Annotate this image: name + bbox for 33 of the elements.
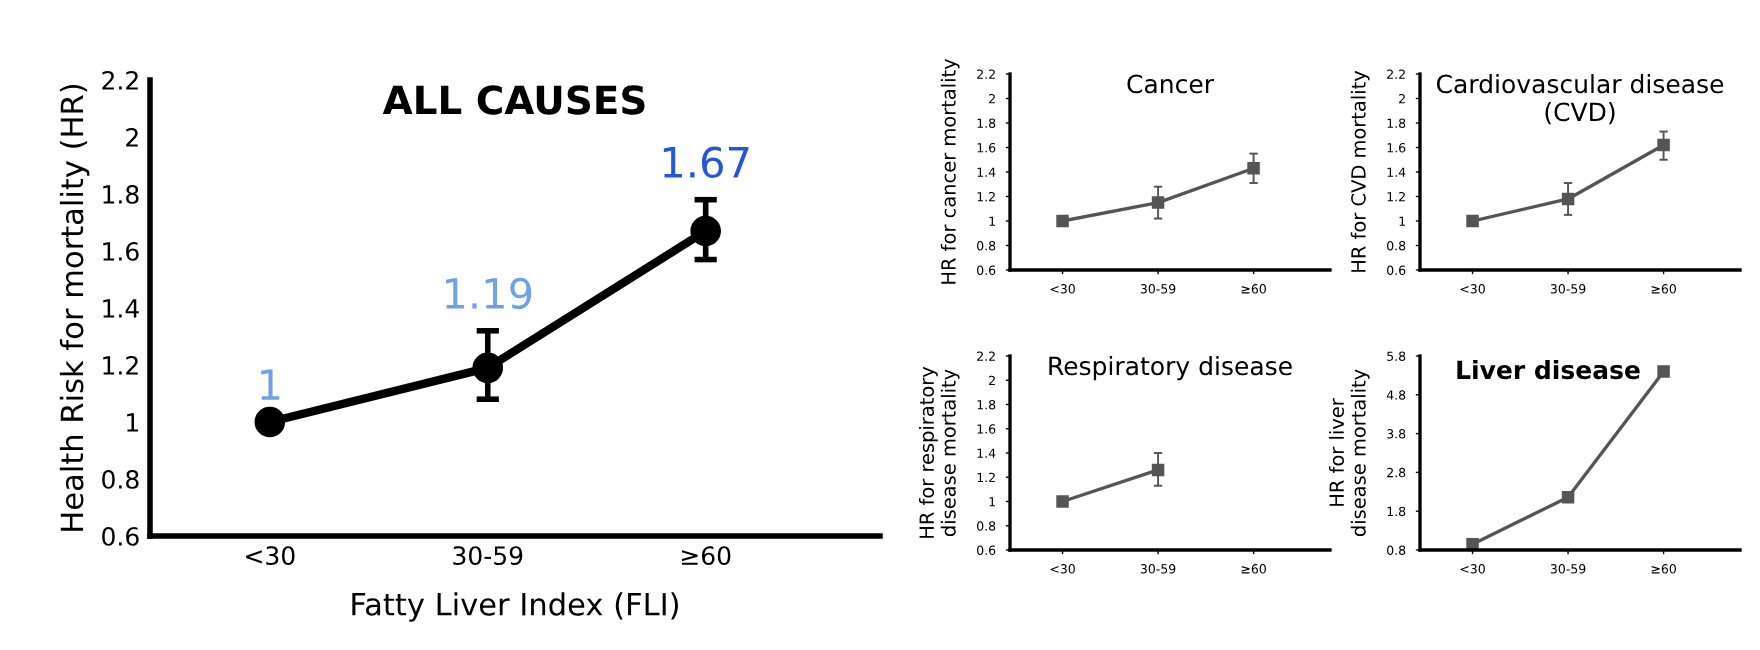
point — [1466, 537, 1479, 550]
x-tick-label: 30-59 — [453, 546, 523, 566]
chart-title: ALL CAUSES — [382, 85, 645, 115]
y-axis-title: Health Risk for mortality (HR) — [59, 84, 90, 531]
data-label: 1.67 — [663, 146, 749, 179]
y-tick-label: 1.6 — [103, 241, 139, 261]
x-tick-label: <30 — [246, 546, 295, 566]
data-label: 1 — [261, 369, 280, 400]
point — [1657, 365, 1670, 378]
y-tick-label: 2 — [126, 127, 138, 147]
point — [1056, 214, 1069, 228]
y-axis-title: HR for cancer mortality — [940, 58, 960, 284]
text: Cardiovascular disease (CVD) — [1436, 74, 1724, 125]
point — [1247, 162, 1260, 175]
x-axis-title: Fatty Liver Index (FLI) — [352, 592, 678, 622]
chart-title: Cancer — [1127, 74, 1215, 94]
x-tick-label: ≥60 — [681, 546, 731, 566]
data-label: 1.19 — [445, 277, 532, 310]
y-tick-label: 1 — [127, 413, 138, 432]
y-axis-title: HR for CVD mortality — [1350, 70, 1370, 272]
y-tick-label: 0.6 — [102, 526, 139, 546]
chart-title: Respiratory disease — [1049, 356, 1292, 381]
y-axis-title: HR for liver disease mortality — [1328, 369, 1370, 537]
point — [254, 406, 286, 438]
chart-title: Liver disease — [1457, 359, 1640, 380]
y-tick-label: 0.8 — [102, 469, 139, 489]
y-tick-label: 1.8 — [103, 184, 139, 204]
y-axis-title: HR for respiratory disease mortality — [918, 366, 960, 538]
point — [1561, 490, 1575, 504]
point — [1466, 214, 1479, 228]
y-tick-label: 1.4 — [103, 299, 139, 318]
y-tick-label: 2.2 — [102, 70, 138, 90]
y-tick-label: 1.2 — [103, 355, 138, 375]
